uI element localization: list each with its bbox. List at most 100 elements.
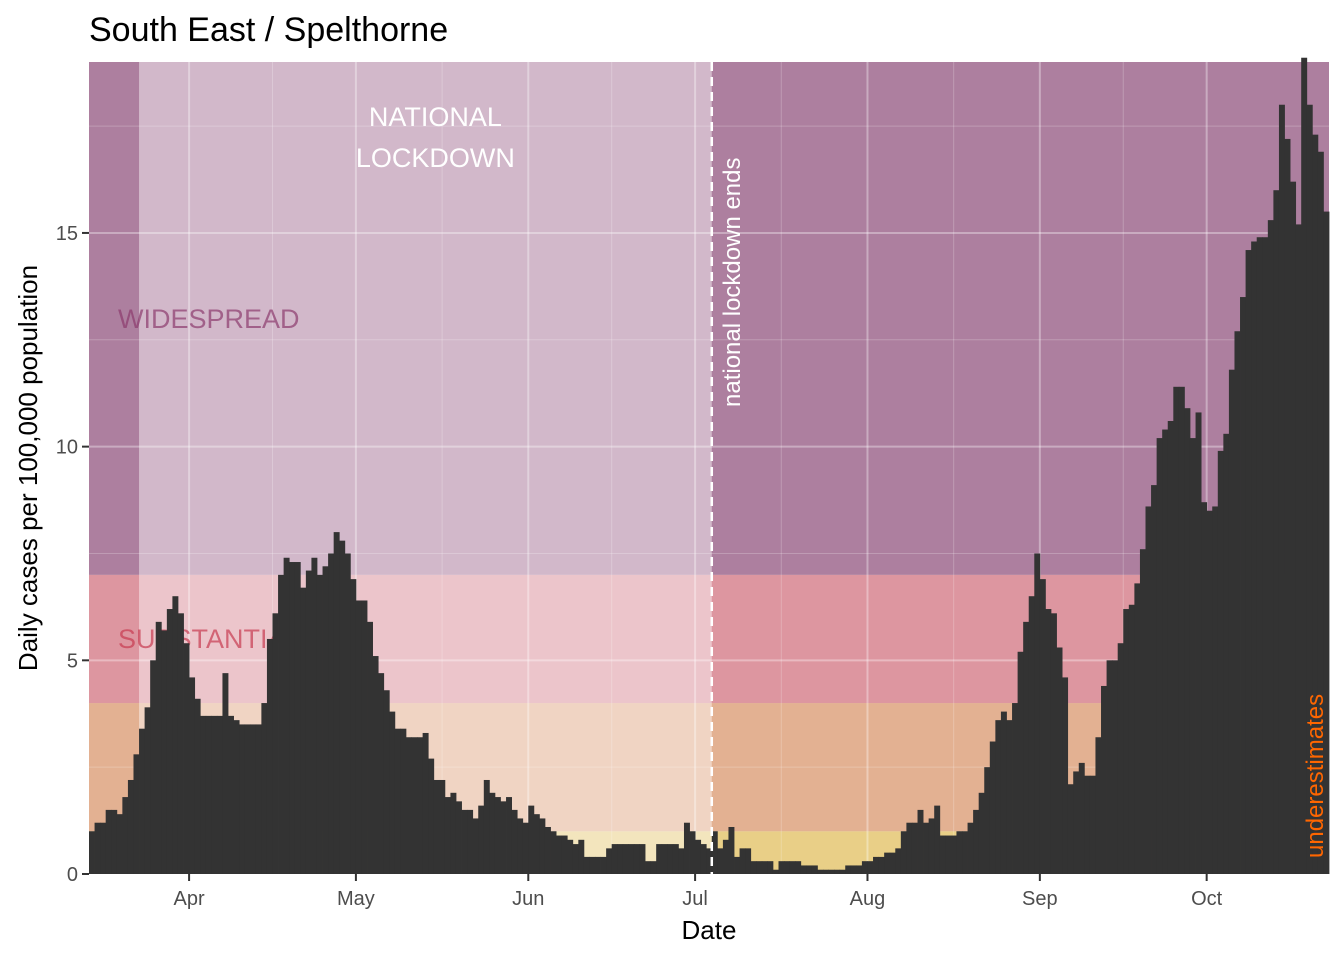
bar [1056, 647, 1063, 874]
bar [795, 861, 802, 874]
bar [806, 865, 813, 874]
bar [1139, 549, 1146, 874]
bar [1151, 485, 1158, 874]
bar [144, 707, 151, 874]
bar [222, 673, 229, 874]
bar [283, 557, 290, 874]
bar [1301, 57, 1308, 874]
bar [228, 715, 234, 874]
bar [1256, 237, 1263, 874]
bar [100, 822, 107, 874]
bar [906, 822, 913, 874]
bar [378, 673, 385, 874]
bar [1156, 438, 1163, 874]
bar [583, 856, 590, 874]
bar [717, 848, 724, 874]
bar [778, 861, 785, 874]
bar [1189, 438, 1196, 874]
bar [405, 737, 412, 874]
bar [1278, 104, 1285, 875]
bar [1101, 685, 1107, 874]
bar [817, 869, 824, 874]
y-tick-label: 0 [67, 864, 78, 886]
bar [1312, 134, 1319, 874]
bar [756, 861, 763, 874]
bar [355, 600, 362, 874]
bar [1273, 190, 1280, 875]
bar [772, 869, 779, 874]
bar [667, 844, 674, 874]
bar [1050, 613, 1057, 874]
bar [528, 805, 535, 874]
bar [700, 844, 707, 874]
risk-band-3 [89, 62, 1329, 575]
bar [383, 690, 390, 874]
bar [839, 869, 846, 874]
bar [800, 865, 807, 874]
bar [978, 792, 985, 874]
bar [1178, 386, 1185, 874]
bar [722, 839, 729, 874]
region-label-line: LOCKDOWN [356, 143, 515, 173]
bar [606, 848, 613, 874]
bar [361, 600, 368, 874]
bar [923, 822, 930, 874]
bar [511, 809, 518, 874]
bar [316, 574, 323, 874]
bar [1045, 609, 1052, 874]
bar [1112, 660, 1119, 874]
bar [94, 822, 101, 874]
bar [1023, 621, 1030, 874]
bar [589, 856, 596, 874]
bar [745, 848, 752, 874]
grid-lines [89, 62, 1329, 875]
bar [728, 826, 735, 874]
bar [111, 809, 118, 874]
bar [1284, 138, 1291, 874]
bar [828, 869, 835, 874]
x-tick-label: Apr [174, 888, 205, 910]
y-tick-label: 5 [67, 650, 78, 672]
bar [255, 724, 262, 874]
bar [661, 844, 668, 874]
bar [600, 856, 607, 874]
bar [867, 861, 874, 874]
y-tick-label: 15 [56, 223, 78, 245]
bar [739, 848, 746, 874]
bar [1012, 703, 1019, 874]
bar [761, 861, 768, 874]
x-tick-label: Sep [1022, 888, 1058, 910]
bar [177, 613, 184, 874]
bar [1162, 429, 1169, 874]
bar [1295, 224, 1302, 874]
bar [956, 831, 963, 874]
bar [962, 831, 968, 874]
bar [344, 553, 351, 874]
bar [628, 844, 635, 874]
bar [1128, 604, 1135, 874]
bar [572, 844, 579, 874]
x-tick-label: Aug [850, 888, 886, 910]
bar [411, 737, 418, 874]
bar [105, 809, 112, 874]
bar [767, 861, 774, 874]
bar [1245, 250, 1252, 874]
bar [1201, 502, 1208, 874]
bar [556, 835, 563, 874]
bar [250, 724, 257, 874]
bar [433, 779, 440, 874]
bar [1062, 677, 1069, 874]
bar [1067, 784, 1074, 874]
bar [917, 809, 924, 874]
bar [656, 844, 663, 874]
bar [1117, 643, 1124, 874]
bar [311, 557, 318, 874]
bar [150, 660, 157, 874]
bar [517, 818, 524, 874]
bar [900, 831, 907, 874]
bar [467, 809, 474, 874]
bar [1000, 711, 1007, 874]
bar [789, 861, 796, 874]
bar [1173, 386, 1180, 874]
bar [1206, 510, 1213, 874]
